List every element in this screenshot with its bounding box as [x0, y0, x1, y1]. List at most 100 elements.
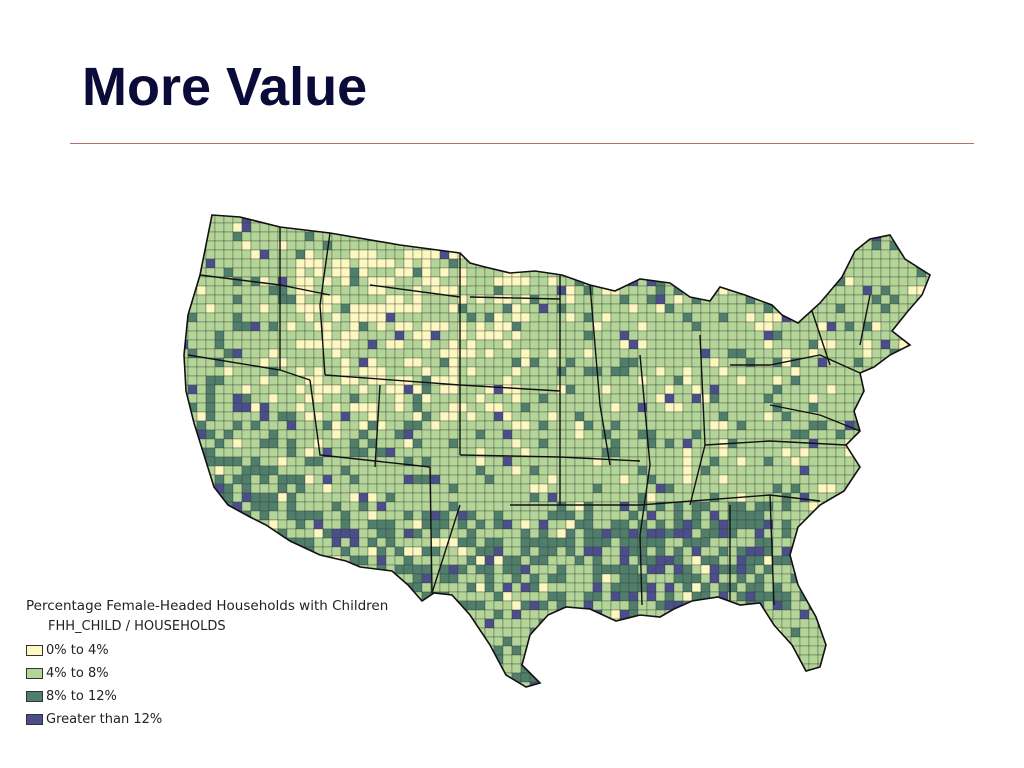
county-cell: [331, 447, 342, 458]
county-cell: [610, 438, 621, 449]
county-cell: [583, 231, 594, 242]
county-cell: [880, 276, 891, 287]
county-cell: [781, 249, 792, 260]
county-cell: [259, 456, 270, 467]
county-cell: [610, 402, 621, 413]
county-cell: [898, 215, 909, 224]
county-cell: [403, 627, 414, 638]
county-cell: [772, 609, 783, 620]
county-cell: [790, 366, 801, 377]
county-cell: [664, 672, 675, 683]
county-cell: [710, 691, 719, 695]
county-cell: [250, 384, 261, 395]
county-cell: [646, 555, 657, 566]
county-cell: [781, 555, 792, 566]
county-cell: [637, 663, 648, 674]
county-cell: [655, 537, 666, 548]
county-cell: [340, 402, 351, 413]
county-cell: [547, 375, 558, 386]
county-cell: [547, 573, 558, 584]
county-cell: [826, 294, 837, 305]
county-cell: [790, 348, 801, 359]
county-cell: [944, 664, 950, 673]
county-cell: [853, 537, 864, 548]
county-cell: [826, 321, 837, 332]
county-cell: [466, 672, 477, 683]
county-cell: [944, 448, 950, 457]
county-cell: [214, 474, 225, 485]
county-cell: [853, 321, 864, 332]
county-cell: [772, 681, 783, 687]
county-cell: [430, 384, 441, 395]
county-cell: [313, 537, 324, 548]
county-cell: [241, 330, 252, 341]
county-cell: [853, 339, 864, 350]
county-cell: [745, 564, 756, 575]
county-cell: [619, 492, 630, 503]
county-cell: [403, 393, 414, 404]
county-cell: [718, 330, 729, 341]
county-cell: [673, 321, 684, 332]
county-cell: [592, 627, 603, 638]
county-cell: [745, 222, 756, 233]
county-cell: [394, 258, 405, 269]
county-cell: [170, 421, 179, 430]
county-cell: [682, 537, 693, 548]
county-cell: [790, 303, 801, 314]
county-cell: [556, 429, 567, 440]
county-cell: [466, 645, 477, 656]
county-cell: [944, 646, 950, 655]
county-cell: [682, 645, 693, 656]
county-cell: [295, 402, 306, 413]
county-cell: [646, 681, 657, 687]
county-cell: [935, 691, 944, 695]
county-cell: [466, 600, 477, 611]
county-cell: [817, 240, 828, 251]
county-cell: [935, 268, 944, 277]
county-cell: [674, 691, 683, 695]
county-cell: [331, 321, 342, 332]
county-cell: [700, 303, 711, 314]
county-cell: [313, 555, 324, 566]
county-cell: [502, 492, 513, 503]
county-cell: [826, 591, 837, 602]
county-cell: [502, 294, 513, 305]
county-cell: [718, 465, 729, 476]
county-cell: [223, 537, 234, 548]
county-cell: [754, 573, 765, 584]
county-cell: [673, 393, 684, 404]
county-cell: [184, 456, 189, 467]
county-cell: [763, 222, 774, 233]
county-cell: [529, 429, 540, 440]
county-cell: [547, 501, 558, 512]
county-cell: [565, 411, 576, 422]
county-cell: [493, 537, 504, 548]
county-cell: [844, 375, 855, 386]
county-cell: [890, 205, 899, 214]
county-cell: [736, 447, 747, 458]
county-cell: [772, 267, 783, 278]
county-cell: [584, 205, 593, 214]
county-cell: [935, 340, 944, 349]
county-cell: [799, 303, 810, 314]
county-cell: [502, 249, 513, 260]
county-cell: [592, 384, 603, 395]
county-cell: [457, 215, 468, 224]
county-cell: [718, 447, 729, 458]
county-cell: [925, 510, 930, 521]
county-cell: [358, 294, 369, 305]
county-cell: [718, 492, 729, 503]
county-cell: [475, 411, 486, 422]
county-cell: [700, 348, 711, 359]
county-cell: [619, 339, 630, 350]
county-cell: [601, 375, 612, 386]
county-cell: [556, 681, 567, 687]
county-cell: [574, 294, 585, 305]
county-cell: [313, 375, 324, 386]
county-cell: [916, 591, 927, 602]
county-cell: [484, 672, 495, 683]
county-cell: [898, 627, 909, 638]
county-cell: [736, 456, 747, 467]
county-cell: [583, 636, 594, 647]
county-cell: [547, 366, 558, 377]
